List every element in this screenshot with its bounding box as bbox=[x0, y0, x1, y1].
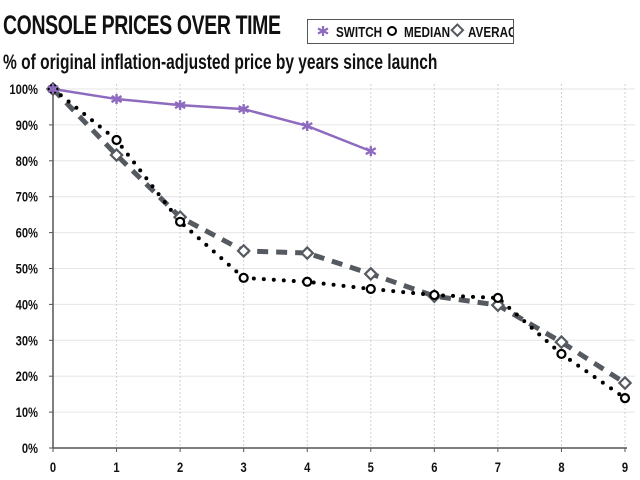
data-point-average bbox=[236, 243, 251, 259]
asterisk-marker-stroke bbox=[238, 105, 250, 114]
legend: SWITCH MEDIAN AVERAGE bbox=[307, 19, 514, 44]
data-point-average bbox=[300, 245, 315, 261]
data-point-median bbox=[175, 216, 186, 227]
x-tick-label: 2 bbox=[177, 460, 183, 475]
y-tick-label: 10% bbox=[16, 405, 38, 420]
data-point-switch bbox=[238, 104, 250, 115]
y-tick-label: 60% bbox=[16, 225, 38, 240]
x-tick-label: 5 bbox=[368, 460, 374, 475]
data-point-average bbox=[490, 297, 506, 313]
x-tick-label: 3 bbox=[241, 460, 247, 475]
data-point-median bbox=[111, 134, 122, 146]
y-tick-label: 0% bbox=[22, 441, 38, 456]
series-line-switch bbox=[52, 87, 372, 153]
chart-title: CONSOLE PRICES OVER TIME bbox=[3, 10, 281, 40]
diamond-icon bbox=[450, 23, 465, 38]
data-point-average bbox=[363, 266, 378, 282]
asterisk-icon bbox=[317, 26, 329, 36]
data-point-switch bbox=[365, 146, 377, 157]
y-tick-label: 80% bbox=[16, 154, 38, 169]
data-point-switch bbox=[174, 100, 186, 111]
legend-label-switch: SWITCH bbox=[336, 24, 382, 41]
series-line-median bbox=[51, 87, 627, 401]
x-tick-label: 0 bbox=[50, 460, 56, 475]
legend-items: SWITCH MEDIAN AVERAGE bbox=[317, 23, 513, 41]
asterisk-marker-stroke bbox=[47, 84, 59, 94]
legend-label-average: AVERAGE bbox=[468, 24, 513, 41]
data-point-switch bbox=[301, 120, 313, 131]
data-point-average bbox=[109, 147, 124, 163]
data-point-median bbox=[302, 276, 313, 287]
data-point-median bbox=[365, 283, 376, 295]
legend-label-median: MEDIAN bbox=[404, 24, 450, 41]
y-tick-label: 30% bbox=[16, 333, 38, 348]
asterisk-marker-stroke bbox=[301, 121, 313, 131]
data-point-median bbox=[492, 292, 503, 304]
asterisk-marker-stroke bbox=[365, 147, 377, 156]
data-point-switch bbox=[110, 94, 123, 105]
data-point-median bbox=[429, 289, 440, 301]
data-point-median bbox=[238, 272, 249, 283]
y-tick-label: 90% bbox=[16, 118, 38, 133]
data-point-average bbox=[554, 334, 569, 350]
legend-item-average: AVERAGE bbox=[450, 23, 513, 41]
x-tick-label: 8 bbox=[558, 460, 564, 475]
legend-item-switch: SWITCH bbox=[317, 24, 382, 41]
chart-subtitle: % of original inflation-adjusted price b… bbox=[3, 51, 438, 74]
x-tick-label: 9 bbox=[622, 460, 628, 475]
x-tick-label: 4 bbox=[304, 460, 310, 475]
x-tick-label: 7 bbox=[495, 460, 501, 475]
series-line-average bbox=[51, 87, 627, 386]
asterisk-marker-stroke bbox=[110, 95, 123, 104]
y-tick-label: 70% bbox=[16, 190, 38, 205]
y-tick-label: 20% bbox=[16, 369, 38, 384]
y-tick-label: 50% bbox=[16, 261, 38, 276]
legend-item-median: MEDIAN bbox=[387, 24, 450, 41]
data-point-average bbox=[617, 375, 633, 391]
x-tick-label: 1 bbox=[113, 460, 119, 475]
y-tick-label: 100% bbox=[9, 82, 38, 97]
data-point-median bbox=[619, 392, 631, 404]
x-tick-label: 6 bbox=[431, 460, 437, 475]
y-tick-label: 40% bbox=[16, 297, 38, 312]
data-point-switch bbox=[47, 84, 59, 94]
data-point-median bbox=[556, 348, 567, 360]
circle-icon bbox=[387, 26, 397, 36]
asterisk-marker-stroke bbox=[174, 101, 186, 110]
